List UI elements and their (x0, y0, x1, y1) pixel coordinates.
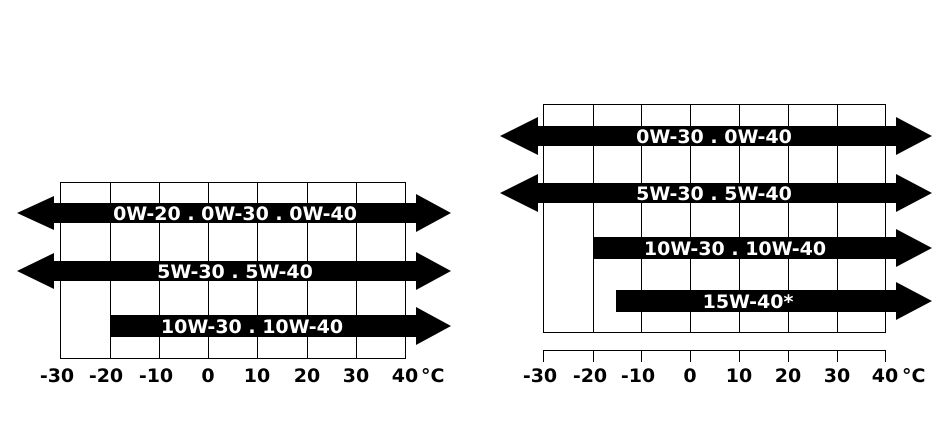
right-arrow-3: 10W-30 . 10W-40 (593, 229, 932, 267)
right-axis (543, 350, 886, 362)
left-tick-label: 40 (392, 365, 418, 387)
right-tick-label: 20 (775, 365, 801, 387)
right-tick-label: -20 (573, 365, 607, 387)
right-arrow-2: 5W-30 . 5W-40 (500, 174, 932, 212)
right-arrow-4-label: 15W-40* (703, 291, 794, 313)
right-tick-label: -30 (523, 365, 557, 387)
right-unit-label: °C (902, 365, 925, 387)
left-tick-label: 10 (244, 365, 270, 387)
left-tick-label: 30 (343, 365, 369, 387)
left-tick-label: 20 (294, 365, 320, 387)
left-tick-label: -30 (40, 365, 74, 387)
left-arrow-2: 5W-30 . 5W-40 (17, 252, 451, 290)
right-axis-ticks: -30 -20 -10 0 10 20 30 40 °C (523, 365, 926, 387)
left-arrow-1-label: 0W-20 . 0W-30 . 0W-40 (113, 203, 357, 225)
right-tick-label: 0 (683, 365, 696, 387)
left-unit-label: °C (421, 365, 444, 387)
right-tick-label: -10 (621, 365, 655, 387)
left-axis-ticks: -30 -20 -10 0 10 20 30 40 °C (40, 365, 445, 387)
left-tick-label: -10 (139, 365, 173, 387)
right-tick-label: 30 (824, 365, 850, 387)
left-tick-label: -20 (89, 365, 123, 387)
right-arrow-2-label: 5W-30 . 5W-40 (636, 183, 792, 205)
left-tick-label: 0 (201, 365, 214, 387)
left-arrow-3: 10W-30 . 10W-40 (110, 307, 451, 345)
right-chart: 0W-30 . 0W-40 5W-30 . 5W-40 10W-30 . 10W… (500, 104, 932, 387)
right-tick-label: 10 (726, 365, 752, 387)
left-arrow-1: 0W-20 . 0W-30 . 0W-40 (17, 194, 451, 232)
right-arrow-3-label: 10W-30 . 10W-40 (644, 238, 826, 260)
right-arrow-1: 0W-30 . 0W-40 (500, 117, 932, 155)
left-arrow-3-label: 10W-30 . 10W-40 (161, 316, 343, 338)
right-arrow-1-label: 0W-30 . 0W-40 (636, 126, 792, 148)
right-arrow-4: 15W-40* (616, 282, 932, 320)
left-chart: 0W-20 . 0W-30 . 0W-40 5W-30 . 5W-40 10W-… (17, 182, 451, 387)
left-arrow-2-label: 5W-30 . 5W-40 (157, 261, 313, 283)
right-tick-label: 40 (872, 365, 898, 387)
